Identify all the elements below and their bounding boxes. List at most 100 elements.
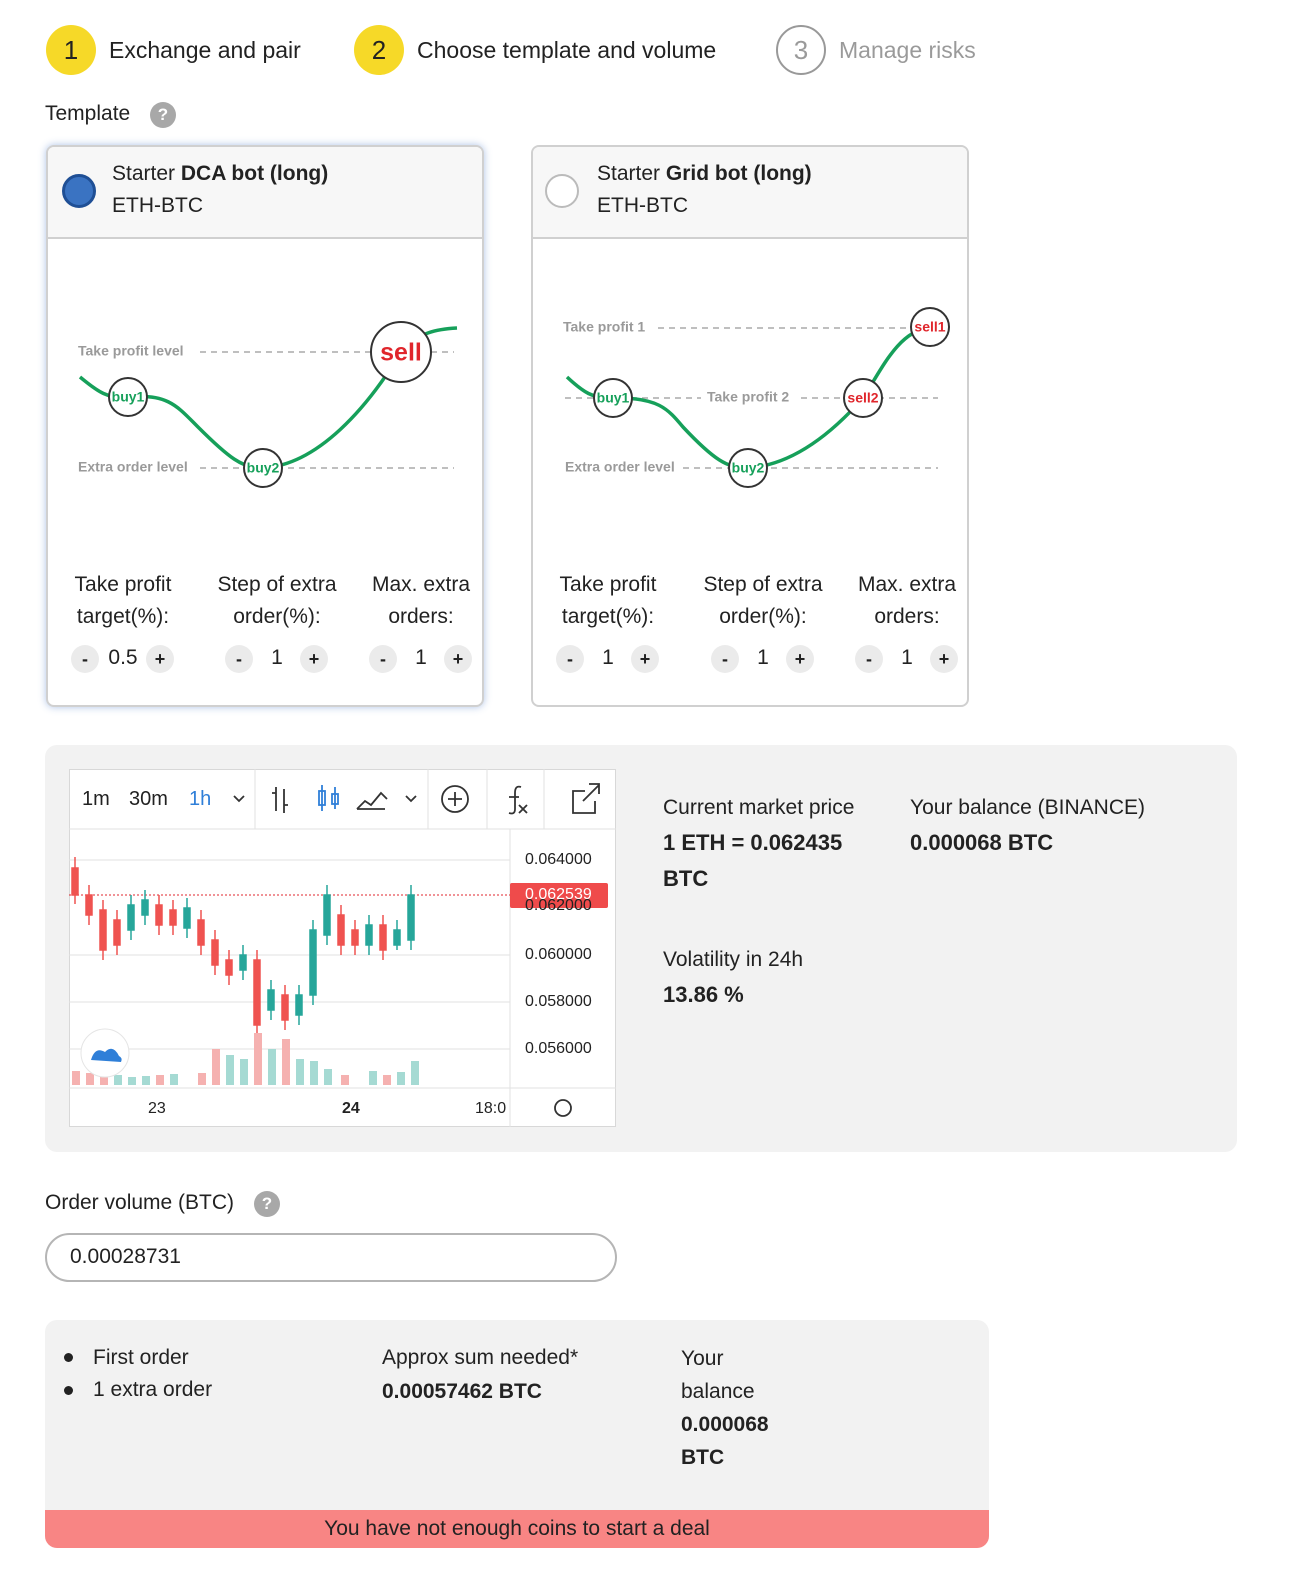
plus-button[interactable]: + (930, 645, 958, 673)
volume-bars (72, 1033, 419, 1085)
plus-button[interactable]: + (786, 645, 814, 673)
time-label: 24 (342, 1100, 360, 1117)
interval[interactable]: 30m (129, 788, 168, 810)
template-prefix: Starter (597, 162, 661, 185)
summary-balance-label: Your balance (681, 1347, 755, 1403)
param-label: Step of extra order(%): (703, 573, 823, 628)
plus-button[interactable]: + (300, 645, 328, 673)
market-price-label: Current market price (663, 796, 855, 819)
bullet (64, 1353, 73, 1362)
sum-label: Approx sum needed* (382, 1346, 579, 1369)
minus-button[interactable]: - (369, 645, 397, 673)
minus-button[interactable]: - (71, 645, 99, 673)
toolbar-icons (233, 783, 600, 815)
minus-button[interactable]: - (711, 645, 739, 673)
param-label: Step of extra order(%): (217, 573, 337, 628)
volatility-label: Volatility in 24h (663, 948, 804, 971)
marker (910, 307, 950, 347)
marker (370, 321, 432, 383)
plus-button[interactable]: + (146, 645, 174, 673)
template-name: Grid bot (long) (665, 162, 812, 185)
minus-button[interactable]: - (855, 645, 883, 673)
param-value: 1 (901, 646, 913, 669)
marker-label: buy1 (112, 389, 145, 405)
price-label: 0.064000 (525, 851, 592, 868)
param-value: 1 (602, 646, 614, 669)
order-volume-label: Order volume (BTC) (45, 1191, 235, 1214)
param-label: Max. extra orders: (857, 573, 957, 628)
step-label[interactable]: Exchange and pair (109, 37, 301, 63)
level-label: Take profit 1 (563, 319, 645, 335)
section-label: Template (45, 102, 131, 125)
param-value: 1 (271, 646, 283, 669)
card-header (48, 147, 482, 239)
balance: 0.000068 BTC (910, 830, 1054, 855)
template-card[interactable]: Starter DCA bot (long) ETH-BTC Take prof… (46, 145, 484, 707)
template-name: DCA bot (long) (180, 162, 329, 185)
minus-button[interactable]: - (225, 645, 253, 673)
param-label: Take profit target(%): (74, 573, 172, 628)
step-number: 3 (776, 25, 826, 75)
marker (593, 378, 633, 418)
price-label: 0.062000 (525, 898, 592, 910)
level-label: Extra order level (565, 459, 675, 475)
radio[interactable] (545, 174, 579, 208)
price-label: 0.060000 (525, 946, 592, 963)
template-card[interactable]: Starter Grid bot (long) ETH-BTC Take pro… (531, 145, 969, 707)
marker-label: sell1 (914, 319, 945, 335)
summary-panel (45, 1320, 989, 1548)
marker (728, 448, 768, 488)
step-number: 1 (46, 25, 96, 75)
sum-value: 0.00057462 BTC (382, 1380, 542, 1403)
card-header (533, 147, 967, 239)
param-value: 0.5 (108, 646, 138, 669)
param-label: Max. extra orders: (371, 573, 471, 628)
level-label: Take profit 2 (707, 389, 789, 405)
param-value: 1 (757, 646, 769, 669)
order-item: 1 extra order (93, 1378, 213, 1401)
step-label[interactable]: Choose template and volume (417, 37, 717, 63)
template-title: Starter Grid bot (long) (597, 160, 812, 188)
help-icon[interactable]: ? (150, 102, 176, 128)
marker (108, 377, 148, 417)
step-label[interactable]: Manage risks (839, 37, 976, 63)
level-label: Extra order level (78, 459, 188, 475)
template-pair: ETH-BTC (597, 194, 688, 217)
marker-label: sell (380, 339, 422, 367)
market-price: 1 ETH = 0.062435 BTC (663, 830, 843, 891)
param-value: 1 (415, 646, 427, 669)
current-price-label: 0.062539 (525, 886, 592, 903)
marker (243, 448, 283, 488)
step-number: 2 (354, 25, 404, 75)
chart-graphics (69, 769, 616, 1127)
interval[interactable]: 1m (82, 788, 110, 810)
strategy-diagram: Take profit 1 Take profit 2 Extra order … (563, 307, 950, 488)
current-price-box (510, 883, 608, 908)
template-prefix: Starter (112, 162, 176, 185)
chart-logo-icon (91, 1048, 122, 1062)
template-title: Starter DCA bot (long) (112, 160, 328, 188)
order-volume-input[interactable] (45, 1233, 617, 1282)
warning-text: You have not enough coins to start a dea… (324, 1517, 710, 1540)
plus-button[interactable]: + (631, 645, 659, 673)
minus-button[interactable]: - (556, 645, 584, 673)
interval[interactable]: 1h (189, 788, 212, 810)
marker-label: buy2 (247, 460, 280, 476)
marker (843, 378, 883, 418)
settings-icon[interactable] (554, 1099, 572, 1117)
marker-label: sell2 (847, 390, 878, 406)
time-label: 18:0 (475, 1100, 507, 1117)
param-label: Take profit target(%): (559, 573, 657, 628)
warning-bar (45, 1510, 989, 1548)
help-icon[interactable]: ? (254, 1191, 280, 1217)
strategy-diagram: Take profit level Extra order level buy1… (78, 321, 458, 488)
order-item: First order (93, 1346, 189, 1369)
plus-button[interactable]: + (444, 645, 472, 673)
time-label: 23 (148, 1100, 166, 1117)
marker-label: buy2 (732, 460, 765, 476)
order-volume-value: 0.00028731 (70, 1245, 181, 1268)
radio-selected[interactable] (62, 174, 96, 208)
volatility: 13.86 % (663, 982, 744, 1007)
